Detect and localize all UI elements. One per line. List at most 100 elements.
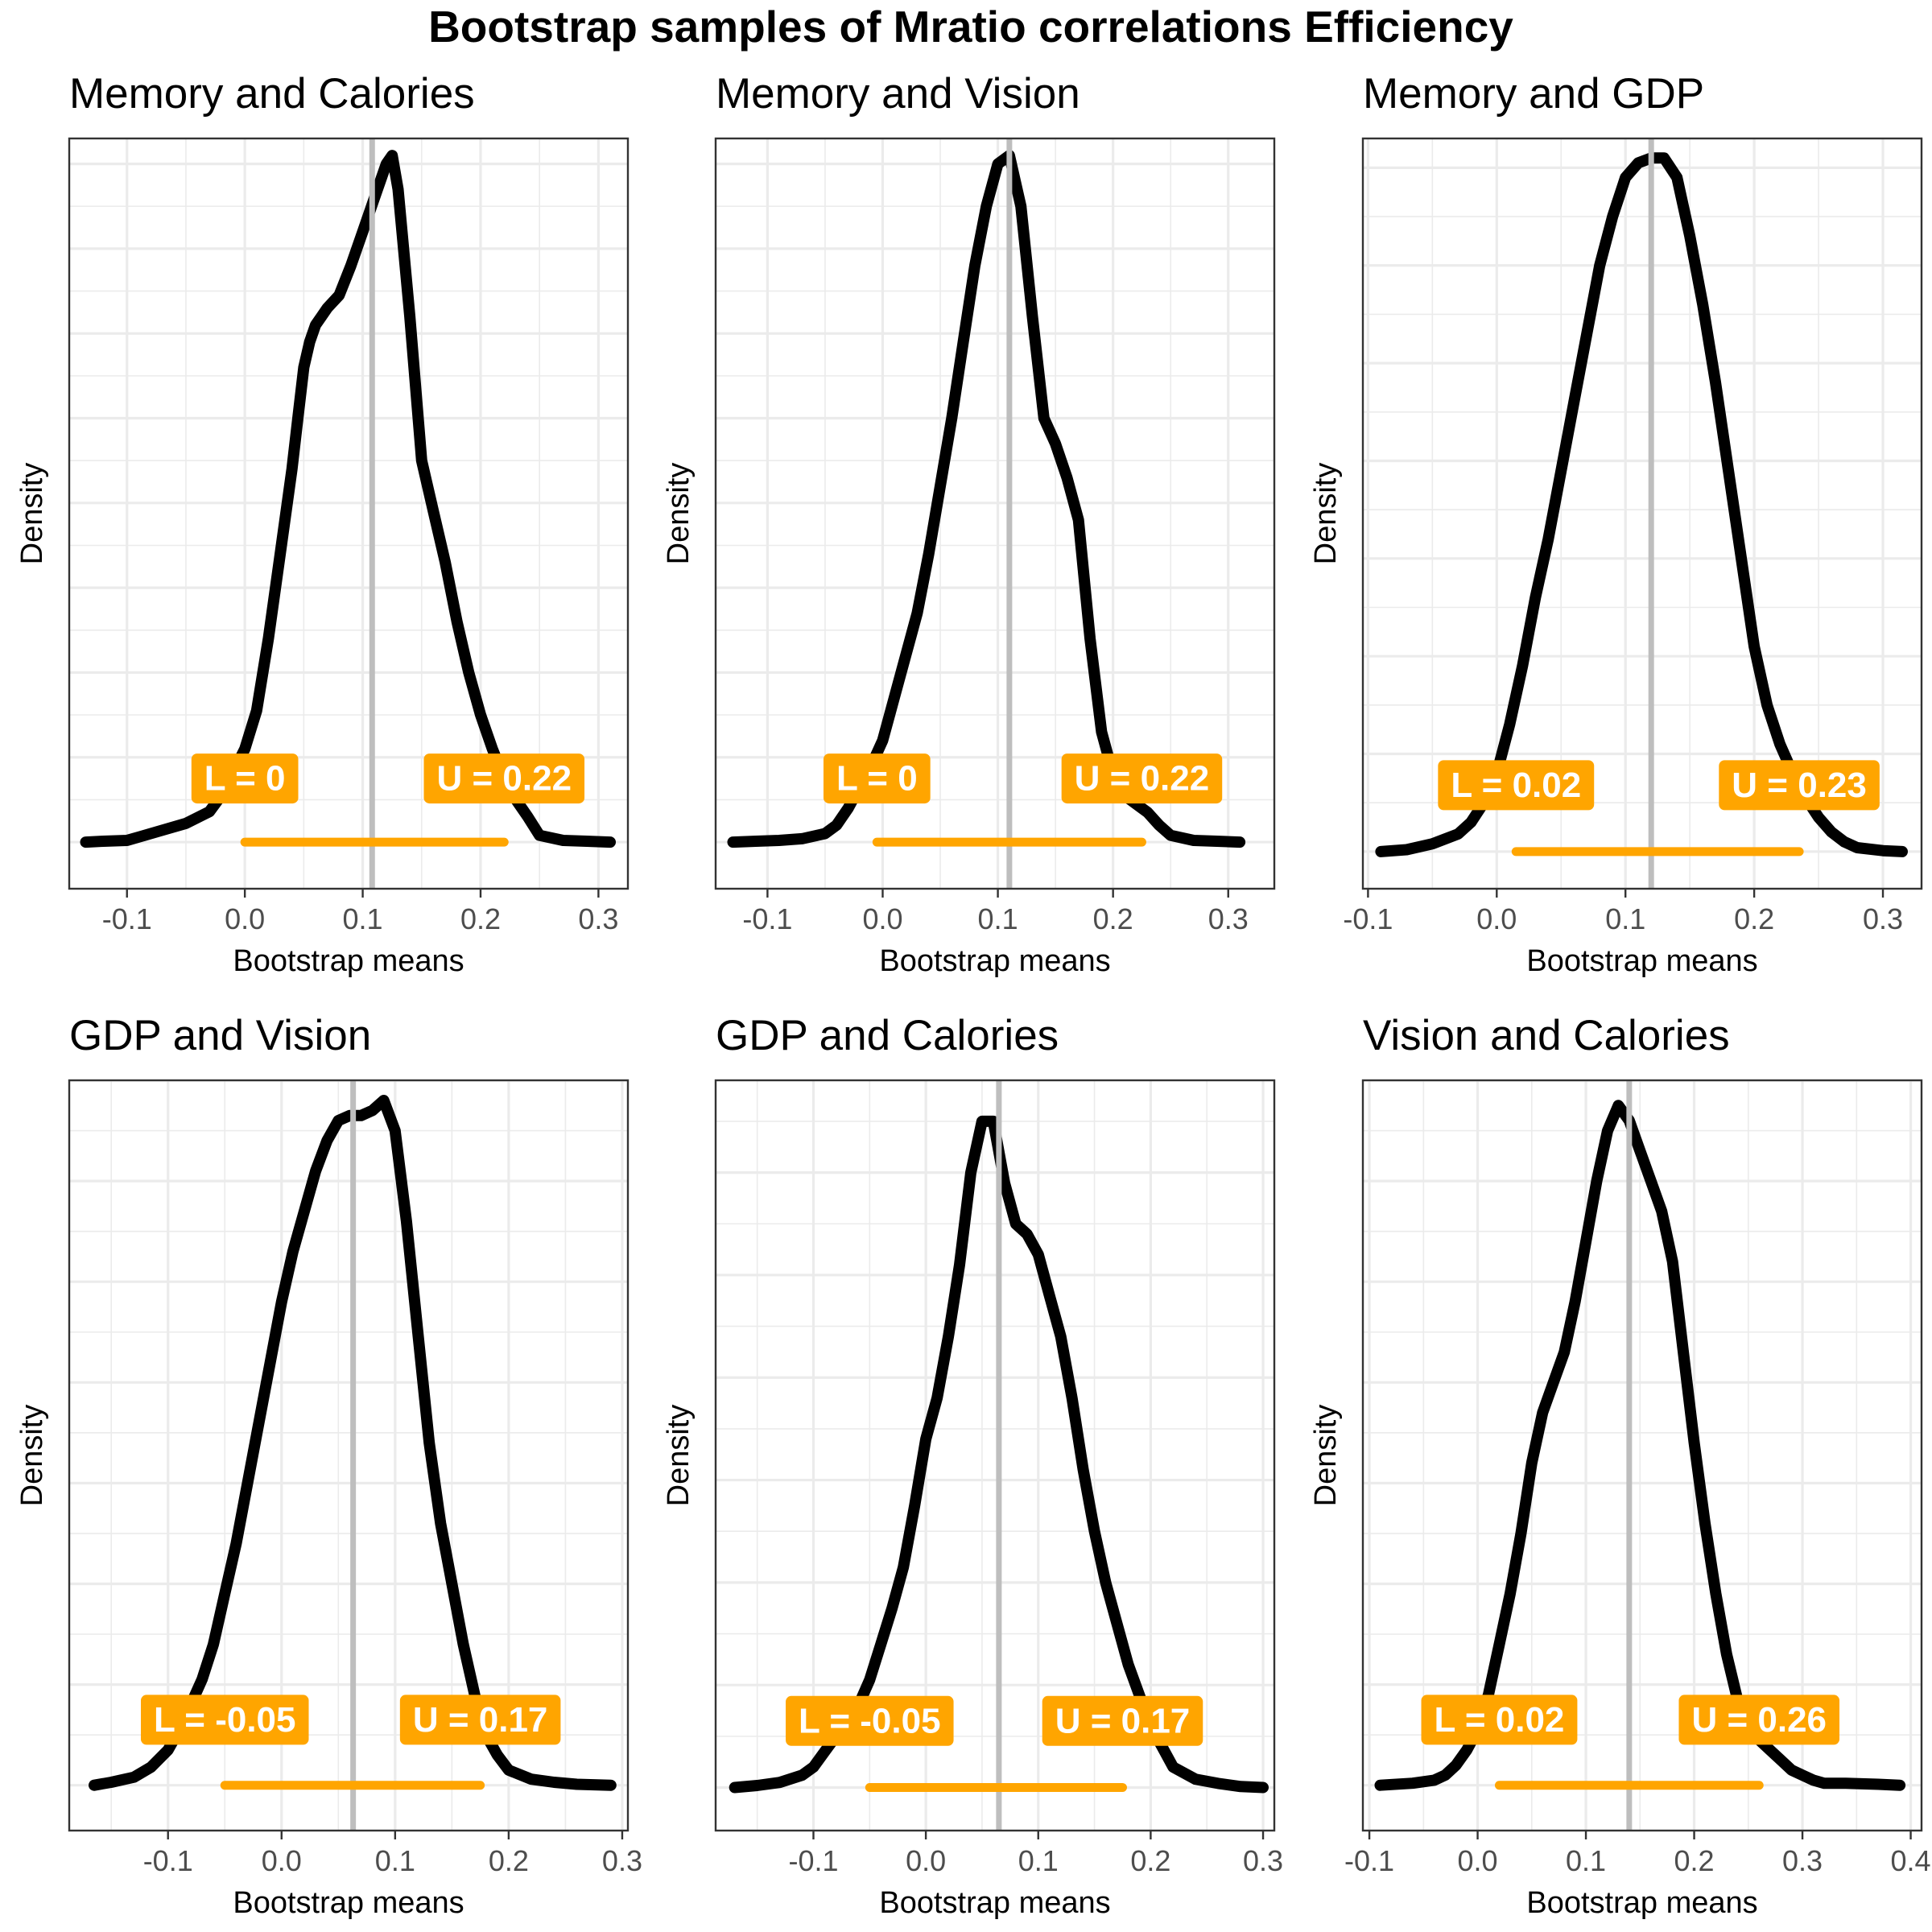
y-axis-title: Density (662, 463, 696, 565)
plot-area: L = 0.02 U = 0.26 (1363, 1080, 1922, 1831)
x-tick-label: 0.0 (862, 902, 902, 935)
plot-area: L = 0 U = 0.22 (716, 138, 1274, 889)
panel-1: Memory and Calories L = 0 U = 0.22 -0.1 0.0 0… (15, 70, 630, 978)
ci-upper-label-box (1061, 753, 1223, 804)
panel-border (1361, 137, 1923, 890)
density-curve (1375, 152, 1908, 857)
ci-upper-label: U = 0.22 (1075, 759, 1210, 799)
x-tick-label: 0.0 (1476, 902, 1517, 935)
x-axis-title: Bootstrap means (879, 1886, 1110, 1920)
x-tick-label: 0.3 (578, 902, 618, 935)
panel-title: GDP and Calories (716, 1012, 1059, 1059)
panel-title: Memory and GDP (1363, 70, 1704, 118)
x-tick-label: 0.2 (1130, 1844, 1170, 1877)
x-tick-label: 0.1 (343, 902, 383, 935)
panel-border (714, 137, 1276, 890)
ci-upper-label-group: U = 0.17 (1042, 1695, 1203, 1746)
panel-border (68, 137, 630, 890)
ci-lower-label-box (786, 1695, 954, 1746)
ci-lower-label-group: L = 0 (191, 753, 299, 804)
ci-upper-label-group: U = 0.22 (1061, 753, 1223, 804)
y-axis-title: Density (15, 463, 49, 565)
panel-6: Vision and Calories L = 0.02 U = 0.26 -0.1 0… (1309, 1012, 1931, 1920)
ci-upper-label: U = 0.17 (413, 1700, 548, 1740)
x-tick-label: 0.2 (1734, 902, 1774, 935)
ci-upper-label-box (1678, 1695, 1840, 1745)
plot-area: L = 0.02 U = 0.23 (1363, 138, 1922, 889)
panel-2: Memory and Vision L = 0 U = 0.22 -0.1 0.0 0.1… (662, 70, 1276, 978)
panel-title: Memory and Calories (69, 70, 475, 118)
x-tick-label: -0.1 (1344, 1844, 1394, 1877)
x-tick-label: -0.1 (1343, 902, 1393, 935)
x-axis-title: Bootstrap means (233, 944, 464, 978)
x-tick-label: 0.2 (489, 1844, 529, 1877)
ci-upper-label: U = 0.23 (1732, 766, 1867, 805)
density-curve (80, 150, 616, 848)
y-axis-title: Density (15, 1405, 49, 1507)
gridlines (69, 138, 628, 889)
ci-upper-label-group: U = 0.22 (423, 753, 585, 804)
panel-4: GDP and Vision L = -0.05 U = 0.17 -0.1 0.0 0.… (15, 1012, 642, 1920)
ci-lower-label-box (823, 753, 931, 804)
ci-lower-label: L = 0 (836, 759, 918, 799)
ci-lower-label: L = 0.02 (1451, 766, 1581, 805)
ci-lower-label-box (140, 1695, 309, 1745)
ci-upper-label-box (1042, 1695, 1203, 1746)
ci-upper-label-box (1719, 760, 1880, 811)
x-tick-label: 0.1 (375, 1844, 415, 1877)
x-tick-label: 0.1 (978, 902, 1018, 935)
y-axis-title: Density (1309, 463, 1343, 565)
ci-lower-label: L = 0 (204, 759, 286, 799)
panels: Memory and Calories L = 0 U = 0.22 -0.1 0.0 0… (15, 70, 1931, 1920)
panel-border (714, 1079, 1276, 1832)
ci-upper-label-group: U = 0.17 (399, 1695, 561, 1745)
ci-lower-label: L = 0.02 (1435, 1700, 1565, 1740)
ci-upper-label: U = 0.17 (1055, 1701, 1191, 1740)
x-tick-label: 0.3 (1863, 902, 1903, 935)
ci-upper-label-group: U = 0.26 (1678, 1695, 1840, 1745)
x-tick-label: 0.0 (906, 1844, 946, 1877)
x-tick-label: 0.3 (602, 1844, 642, 1877)
x-tick-label: 0.2 (1674, 1844, 1715, 1877)
x-axis-title: Bootstrap means (233, 1886, 464, 1920)
x-tick-label: 0.1 (1566, 1844, 1606, 1877)
x-tick-label: 0.3 (1782, 1844, 1823, 1877)
x-tick-label: 0.2 (1093, 902, 1133, 935)
panel-5: GDP and Calories L = -0.05 U = 0.17 -0.1 0.0… (662, 1012, 1283, 1920)
ci-lower-label-box (1421, 1695, 1578, 1745)
ci-lower-label-group: L = 0.02 (1421, 1695, 1578, 1745)
plot-area: L = 0 U = 0.22 (69, 138, 628, 889)
ci-upper-label-group: U = 0.23 (1719, 760, 1880, 811)
ci-upper-label-box (399, 1695, 561, 1745)
x-axis-title: Bootstrap means (1526, 944, 1757, 978)
panel-3: Memory and GDP L = 0.02 U = 0.23 -0.1 0.0 0.1… (1309, 70, 1923, 978)
ci-lower-label-group: L = -0.05 (786, 1695, 954, 1746)
x-tick-label: 0.4 (1891, 1844, 1931, 1877)
x-tick-label: -0.1 (788, 1844, 838, 1877)
ci-upper-label: U = 0.26 (1691, 1700, 1827, 1740)
x-tick-label: 0.1 (1018, 1844, 1059, 1877)
density-curve (727, 150, 1246, 848)
x-axis-title: Bootstrap means (1526, 1886, 1757, 1920)
ci-lower-label: L = -0.05 (154, 1700, 296, 1740)
ci-lower-label-group: L = 0.02 (1438, 760, 1595, 811)
x-tick-label: 0.1 (1605, 902, 1645, 935)
ci-lower-label-group: L = -0.05 (140, 1695, 309, 1745)
x-tick-label: 0.0 (1458, 1844, 1498, 1877)
panel-border (1361, 1079, 1923, 1832)
x-tick-label: -0.1 (102, 902, 152, 935)
x-tick-label: 0.0 (262, 1844, 302, 1877)
ci-upper-label-box (423, 753, 585, 804)
ci-lower-label-group: L = 0 (823, 753, 931, 804)
ci-lower-label-box (191, 753, 299, 804)
ci-upper-label: U = 0.22 (436, 759, 572, 799)
x-axis-title: Bootstrap means (879, 944, 1110, 978)
panel-title: Memory and Vision (716, 70, 1080, 118)
ci-lower-label-box (1438, 760, 1595, 811)
x-tick-label: 0.3 (1243, 1844, 1283, 1877)
main-title: Bootstrap samples of Mratio correlations… (428, 2, 1513, 52)
y-axis-title: Density (1309, 1405, 1343, 1507)
ci-lower-label: L = -0.05 (799, 1701, 941, 1740)
plot-area: L = -0.05 U = 0.17 (716, 1080, 1274, 1831)
